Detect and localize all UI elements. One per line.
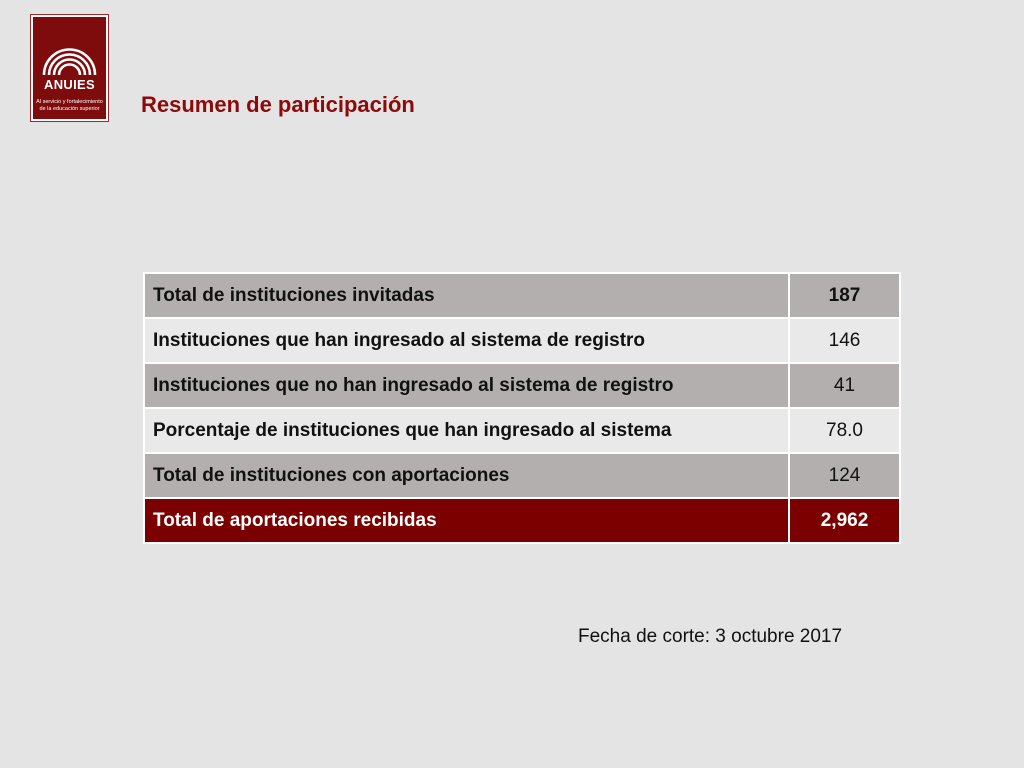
table-row: Total de instituciones con aportaciones … bbox=[143, 452, 901, 499]
row-value: 124 bbox=[788, 452, 901, 499]
row-value: 146 bbox=[788, 317, 901, 364]
table-row: Porcentaje de instituciones que han ingr… bbox=[143, 407, 901, 454]
row-label: Porcentaje de instituciones que han ingr… bbox=[143, 407, 790, 454]
row-label: Total de instituciones con aportaciones bbox=[143, 452, 790, 499]
table-row-total: Total de aportaciones recibidas 2,962 bbox=[143, 497, 901, 544]
logo-tagline: Al servicio y fortalecimiento de la educ… bbox=[36, 99, 103, 112]
row-label: Instituciones que han ingresado al siste… bbox=[143, 317, 790, 364]
page-title: Resumen de participación bbox=[141, 92, 415, 117]
row-label: Total de instituciones invitadas bbox=[143, 272, 790, 319]
logo-name: ANUIES bbox=[44, 77, 95, 92]
row-value: 41 bbox=[788, 362, 901, 409]
table-row: Instituciones que han ingresado al siste… bbox=[143, 317, 901, 364]
table-row: Total de instituciones invitadas 187 bbox=[143, 272, 901, 319]
row-label: Instituciones que no han ingresado al si… bbox=[143, 362, 790, 409]
row-label: Total de aportaciones recibidas bbox=[143, 497, 790, 544]
participation-summary-table: Total de instituciones invitadas 187 Ins… bbox=[143, 272, 901, 544]
row-value: 2,962 bbox=[788, 497, 901, 544]
cutoff-date: Fecha de corte: 3 octubre 2017 bbox=[578, 626, 843, 647]
anuies-logo: ANUIES Al servicio y fortalecimiento de … bbox=[30, 14, 109, 122]
logo-arcs-icon bbox=[42, 48, 97, 76]
table-row: Instituciones que no han ingresado al si… bbox=[143, 362, 901, 409]
row-value: 187 bbox=[788, 272, 901, 319]
row-value: 78.0 bbox=[788, 407, 901, 454]
